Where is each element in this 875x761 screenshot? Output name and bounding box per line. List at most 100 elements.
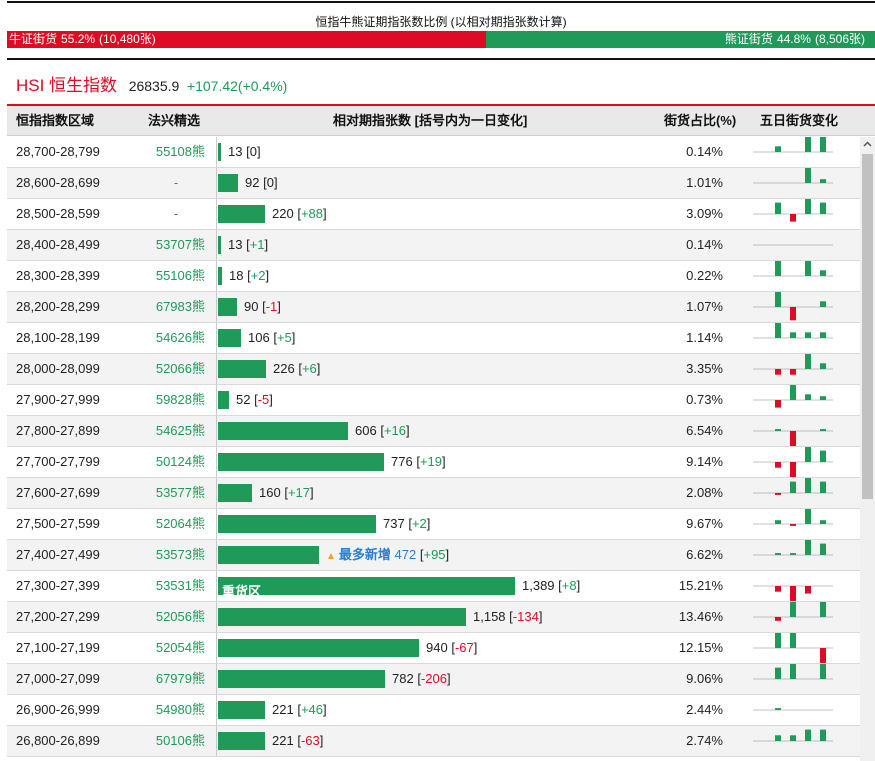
table-row: 27,600-27,699 53577熊 160 [+17] 2.08% bbox=[7, 478, 860, 509]
spark-bar bbox=[805, 447, 811, 462]
pick-link[interactable]: 54625熊 bbox=[155, 423, 205, 438]
spark-bar bbox=[775, 261, 781, 276]
bull-count: (10,480张) bbox=[99, 32, 156, 46]
zone-cell: 28,500-28,599 bbox=[16, 206, 100, 221]
pick-link[interactable]: 50124熊 bbox=[155, 454, 205, 469]
index-value: 26835.9 bbox=[128, 78, 180, 94]
contracts-bar bbox=[218, 236, 221, 254]
zone-cell: 27,500-27,599 bbox=[16, 516, 100, 531]
contracts-value: ▲ 最多新增 472 [+95] bbox=[326, 547, 450, 562]
daily-change: +2 bbox=[250, 268, 266, 283]
share-cell: 0.14% bbox=[686, 144, 723, 159]
data-table: 28,700-28,799 55108熊 13 [0] 0.14% 28,600-28,… bbox=[7, 137, 860, 757]
contracts-value: 90 [-1] bbox=[244, 299, 281, 314]
pick-link[interactable]: 53577熊 bbox=[155, 485, 205, 500]
pick-link[interactable]: 52056熊 bbox=[155, 609, 205, 624]
spark-bar bbox=[790, 735, 796, 741]
pick-link[interactable]: 53707熊 bbox=[155, 237, 205, 252]
five-day-sparkline bbox=[753, 385, 833, 415]
ratio-title: 恒指牛熊证期指张数比例 (以相对期指张数计算) bbox=[315, 15, 567, 29]
five-day-sparkline bbox=[753, 354, 833, 384]
pick-link[interactable]: 54980熊 bbox=[155, 702, 205, 717]
spark-bar bbox=[790, 369, 796, 375]
spark-bar bbox=[820, 648, 826, 663]
scrollbar-thumb[interactable] bbox=[862, 154, 873, 499]
zone-cell: 27,100-27,199 bbox=[16, 640, 100, 655]
contracts-cell: 221 [-63] bbox=[216, 726, 664, 756]
contracts-bar bbox=[218, 701, 265, 719]
bull-share-segment[interactable]: 牛证街货 55.2% (10,480张) bbox=[7, 31, 487, 48]
bear-share-segment[interactable]: 熊证街货 44.8% (8,506张) bbox=[486, 31, 875, 48]
zone-cell: 28,300-28,399 bbox=[16, 268, 100, 283]
spark-bar bbox=[775, 292, 781, 307]
pick-link[interactable]: 67983熊 bbox=[155, 299, 205, 314]
table-row: 27,300-27,399 53531熊 重货区 1,389 [+8] 15.21% bbox=[7, 571, 860, 602]
spark-bar bbox=[820, 543, 826, 555]
pick-link[interactable]: 55106熊 bbox=[155, 268, 205, 283]
table-row: 28,500-28,599 - 220 [+88] 3.09% bbox=[7, 199, 860, 230]
five-day-sparkline bbox=[753, 509, 833, 539]
spark-bar bbox=[820, 729, 826, 741]
contracts-cell: 1,158 [-134] bbox=[216, 602, 664, 632]
spark-bar bbox=[790, 586, 796, 601]
zone-cell: 28,100-28,199 bbox=[16, 330, 100, 345]
pick-link[interactable]: 59828熊 bbox=[155, 392, 205, 407]
five-day-sparkline bbox=[753, 261, 833, 291]
spark-bar bbox=[805, 168, 811, 183]
spark-bar bbox=[790, 602, 796, 617]
contracts-cell: 226 [+6] bbox=[216, 354, 664, 384]
contracts-bar bbox=[218, 205, 265, 223]
pick-link[interactable]: 53573熊 bbox=[155, 547, 205, 562]
pick-link[interactable]: 52066熊 bbox=[155, 361, 205, 376]
share-cell: 6.62% bbox=[686, 547, 723, 562]
share-cell: 9.06% bbox=[686, 671, 723, 686]
pick-link[interactable]: 52054熊 bbox=[155, 640, 205, 655]
contracts-cell: ▲ 最多新增 472 [+95] bbox=[216, 540, 664, 570]
pick-link: - bbox=[173, 206, 179, 221]
contracts-bar bbox=[218, 732, 265, 750]
spark-bar bbox=[820, 520, 826, 524]
zone-cell: 26,900-26,999 bbox=[16, 702, 100, 717]
spark-bar bbox=[805, 354, 811, 369]
spark-bar bbox=[775, 617, 781, 621]
share-cell: 2.74% bbox=[686, 733, 723, 748]
index-name[interactable]: HSI 恒生指数 bbox=[16, 76, 118, 95]
table-top-rule bbox=[7, 104, 875, 106]
spark-bar bbox=[820, 332, 826, 338]
table-row: 26,800-26,899 50106熊 221 [-63] 2.74% bbox=[7, 726, 860, 757]
pick-link[interactable]: 54626熊 bbox=[155, 330, 205, 345]
pick-link[interactable]: 52064熊 bbox=[155, 516, 205, 531]
contracts-bar bbox=[218, 608, 466, 626]
spark-bar bbox=[775, 520, 781, 524]
spark-bar bbox=[805, 394, 811, 400]
contracts-count: 90 bbox=[244, 299, 259, 314]
spark-bar bbox=[790, 524, 796, 526]
spark-bar bbox=[775, 553, 781, 555]
pick-link[interactable]: 67979熊 bbox=[155, 671, 205, 686]
pick-link[interactable]: 55108熊 bbox=[155, 144, 205, 159]
spark-bar bbox=[775, 633, 781, 648]
zone-cell: 28,200-28,299 bbox=[16, 299, 100, 314]
daily-change: +8 bbox=[561, 578, 577, 593]
contracts-cell: 606 [+16] bbox=[216, 416, 664, 446]
zone-cell: 27,900-27,999 bbox=[16, 392, 100, 407]
contracts-count: 160 bbox=[259, 485, 281, 500]
contracts-cell: 13 [0] bbox=[216, 137, 664, 167]
daily-change: +88 bbox=[300, 206, 323, 221]
contracts-count: 226 bbox=[273, 361, 295, 376]
five-day-sparkline bbox=[753, 664, 833, 694]
header-zone: 恒指指数区域 bbox=[16, 113, 95, 128]
five-day-sparkline bbox=[753, 292, 833, 322]
daily-change: -67 bbox=[454, 640, 474, 655]
pick-link[interactable]: 50106熊 bbox=[155, 733, 205, 748]
share-cell: 0.22% bbox=[686, 268, 723, 283]
bull-bear-ratio-bar: 牛证街货 55.2% (10,480张) 熊证街货 44.8% (8,506张) bbox=[7, 31, 875, 48]
contracts-value: 226 [+6] bbox=[273, 361, 321, 376]
pick-link[interactable]: 53531熊 bbox=[155, 578, 205, 593]
contracts-count: 13 bbox=[228, 237, 243, 252]
index-summary: HSI 恒生指数 26835.9 +107.42(+0.4%) bbox=[16, 71, 287, 96]
share-cell: 13.46% bbox=[678, 609, 723, 624]
share-cell: 15.21% bbox=[678, 578, 723, 593]
table-row: 28,600-28,699 - 92 [0] 1.01% bbox=[7, 168, 860, 199]
scroll-up-arrow-icon[interactable] bbox=[860, 137, 875, 152]
